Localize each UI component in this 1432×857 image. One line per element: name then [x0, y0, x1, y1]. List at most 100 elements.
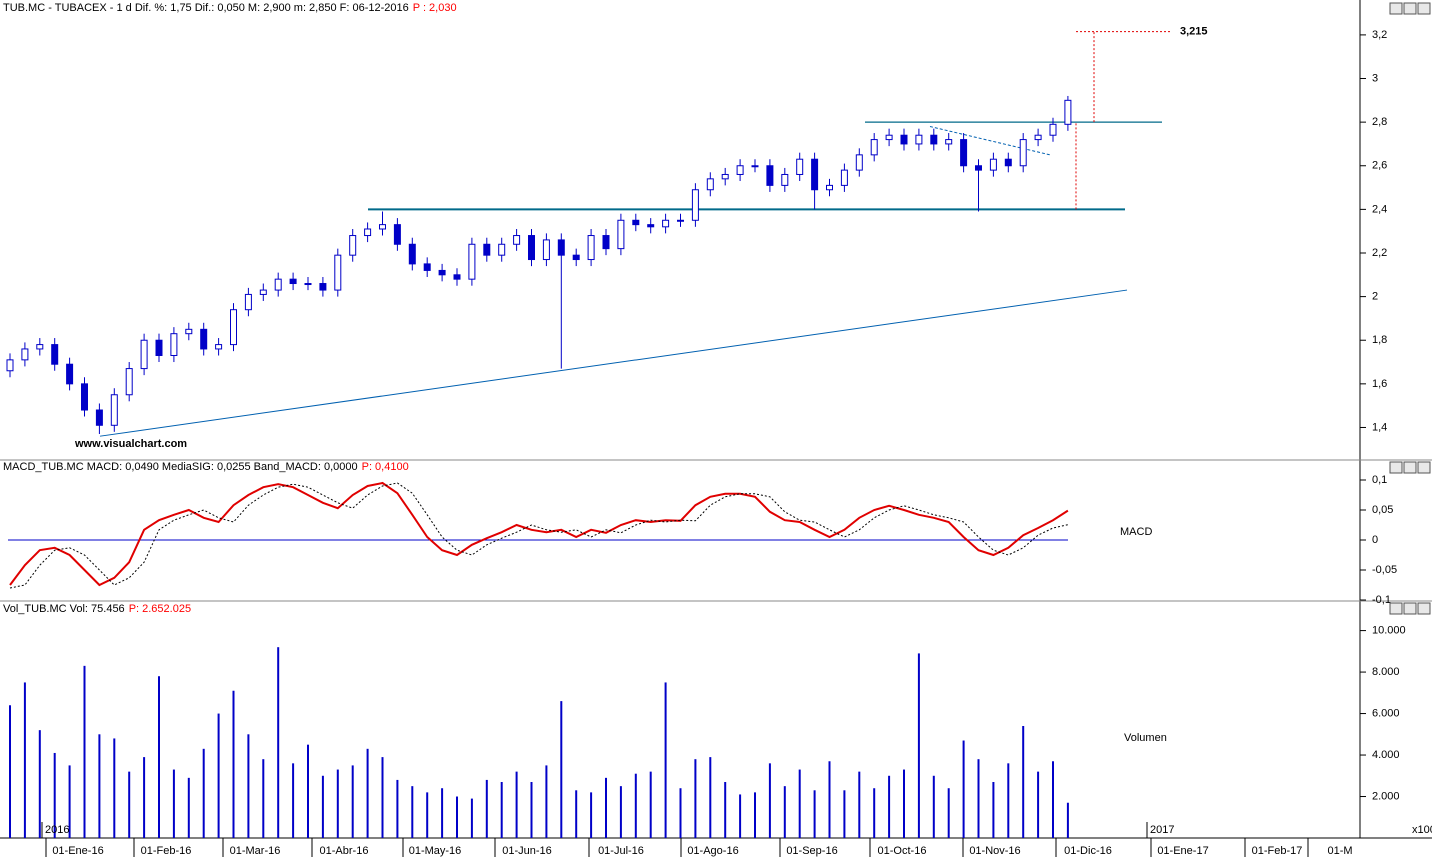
minimize-button[interactable]: [1389, 2, 1403, 15]
volume-bar: [530, 782, 533, 838]
volume-bar: [128, 771, 131, 838]
minimize-button[interactable]: [1389, 461, 1403, 474]
volume-bar: [515, 771, 518, 838]
candle-body: [423, 263, 431, 271]
x-tick-label: 01-Dic-16: [1064, 845, 1112, 857]
close-button[interactable]: [1417, 602, 1431, 615]
candle-body: [140, 339, 148, 370]
x-tick-label: 01-Ene-17: [1157, 845, 1208, 857]
volume-bar: [1022, 726, 1025, 838]
header-price: P : 2,030: [413, 2, 457, 14]
close-button[interactable]: [1417, 461, 1431, 474]
y-tick-label: 2,8: [1372, 116, 1387, 128]
volume-bar: [947, 788, 950, 838]
maximize-button[interactable]: [1403, 602, 1417, 615]
x-tick-label: 01-Nov-16: [969, 845, 1020, 857]
candle-body: [1019, 139, 1027, 167]
candle-body: [110, 394, 118, 426]
volume-bar: [1066, 802, 1069, 838]
candle-body: [736, 165, 744, 175]
volume-bar: [709, 757, 712, 838]
panel-label: MACD: [1120, 526, 1152, 538]
volume-bar: [1037, 771, 1040, 838]
candle-body: [691, 189, 699, 221]
volume-bar: [888, 775, 891, 838]
minimize-button[interactable]: [1389, 602, 1403, 615]
y-tick-label: 2,4: [1372, 203, 1387, 215]
candle-body: [334, 254, 342, 291]
candle-body: [960, 139, 968, 167]
candle-body: [185, 328, 193, 335]
maximize-button[interactable]: [1403, 461, 1417, 474]
volume-bar: [1007, 763, 1010, 838]
volume-bar: [411, 786, 414, 838]
candle-body: [811, 158, 819, 191]
candle-body: [483, 243, 491, 256]
header-text: Vol_TUB.MC Vol: 75.456: [3, 603, 125, 615]
volume-bar: [247, 734, 250, 838]
volume-bar: [679, 788, 682, 838]
candle-body: [453, 274, 461, 280]
volume-bar: [9, 705, 11, 838]
volume-bar: [23, 682, 26, 838]
volume-bar: [575, 790, 578, 838]
volume-bar: [932, 775, 935, 838]
candle-body: [51, 344, 59, 365]
volume-bar: [724, 782, 727, 838]
volume-bar: [351, 765, 354, 838]
volume-bar: [441, 788, 444, 838]
volume-bar: [858, 771, 861, 838]
candle-body: [498, 243, 506, 256]
year-label: 2017: [1150, 824, 1174, 836]
volume-bar: [172, 769, 175, 838]
y-tick-label: 10.000: [1372, 624, 1406, 636]
volume-bar: [605, 777, 607, 838]
volume-bar: [739, 794, 742, 838]
volume-bar: [798, 769, 801, 838]
y-tick-label: 2: [1372, 291, 1378, 303]
volume-bar: [500, 782, 503, 838]
volume-bar: [664, 682, 667, 838]
x-tick-label: 01-Feb-16: [141, 845, 192, 857]
header-text: TUB.MC - TUBACEX - 1 d Dif. %: 1,75 Dif.…: [3, 2, 409, 14]
trend-line: [99, 289, 1128, 437]
volume-bar: [217, 713, 220, 838]
y-tick-label: 2,2: [1372, 247, 1387, 259]
y-tick-label: -0,1: [1372, 594, 1391, 606]
y-tick-label: 3: [1372, 72, 1378, 84]
y-tick-label: 1,8: [1372, 334, 1387, 346]
y-tick-label: 2,6: [1372, 160, 1387, 172]
volume-bar: [754, 792, 756, 838]
panel-header: MACD_TUB.MC MACD: 0,0490 MediaSIG: 0,025…: [3, 461, 409, 473]
target-label: 3,215: [1180, 26, 1208, 38]
volume-bar: [396, 779, 399, 838]
maximize-button[interactable]: [1403, 2, 1417, 15]
header-price: P: 0,4100: [362, 461, 409, 473]
volume-bar: [307, 744, 309, 838]
candle-body: [215, 344, 223, 350]
candle-body: [826, 184, 833, 191]
volume-bar: [843, 790, 846, 838]
close-button[interactable]: [1417, 2, 1431, 15]
candle-body: [319, 283, 327, 291]
candle-body: [781, 173, 789, 186]
candle-body: [989, 158, 997, 171]
header-price: P: 2.652.025: [129, 603, 191, 615]
y-tick-label: 2.000: [1372, 790, 1400, 802]
volume-bar: [98, 734, 101, 838]
volume-bar: [828, 761, 831, 838]
candle-body: [200, 328, 208, 350]
y-tick-label: -0,05: [1372, 564, 1397, 576]
volume-bar: [262, 759, 265, 838]
candle-body: [513, 235, 521, 245]
candle-body: [438, 269, 446, 276]
volume-bar: [977, 759, 980, 838]
volume-bar: [426, 792, 429, 838]
candle-body: [602, 235, 610, 250]
candle-body: [125, 368, 133, 396]
y-tick-label: 0,05: [1372, 504, 1393, 516]
volume-bar: [366, 748, 369, 838]
volume-bar: [903, 769, 905, 838]
volume-bar: [917, 653, 920, 838]
